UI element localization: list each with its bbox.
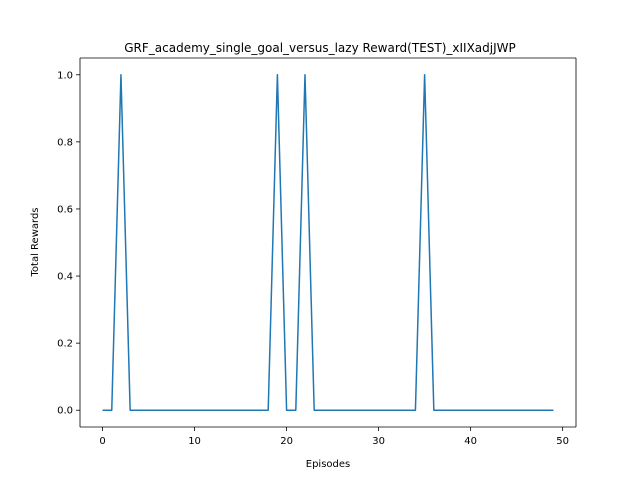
series-line-0	[102, 74, 554, 411]
y-tick-label: 0.4	[57, 272, 73, 283]
chart-title: GRF_academy_single_goal_versus_lazy Rewa…	[124, 41, 516, 55]
y-tick-label: 0.0	[57, 406, 73, 417]
x-axis-label: Episodes	[306, 459, 350, 470]
plot-area: 0 10 20 30 40 50 0.0 0.2 0.4 0.6 0.8 1.0	[57, 57, 577, 447]
y-tick-label: 0.2	[57, 339, 73, 350]
x-tick-label: 0	[99, 436, 105, 447]
y-tick-label: 0.6	[57, 204, 73, 215]
x-tick-label: 20	[280, 436, 293, 447]
x-tick-label: 50	[556, 436, 569, 447]
x-tick-label: 30	[372, 436, 385, 447]
y-tick-label: 1.0	[57, 70, 73, 81]
y-axis-label: Total Rewards	[30, 208, 41, 278]
x-tick-label: 10	[188, 436, 201, 447]
y-tick-label: 0.8	[57, 137, 73, 148]
x-tick-label: 40	[464, 436, 477, 447]
